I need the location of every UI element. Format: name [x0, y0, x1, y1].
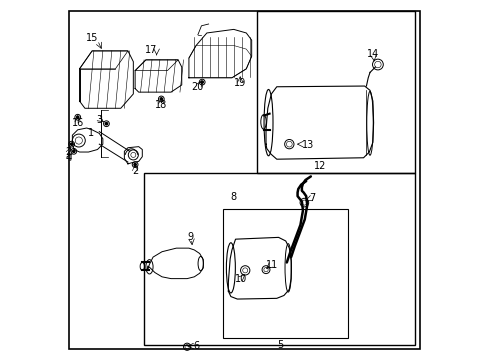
- Text: 8: 8: [230, 192, 236, 202]
- Circle shape: [105, 122, 107, 125]
- Bar: [257, 12, 414, 173]
- Bar: [223, 209, 348, 338]
- Text: 4: 4: [65, 153, 72, 163]
- Text: 14: 14: [366, 49, 378, 59]
- Text: 18: 18: [155, 100, 167, 111]
- Text: 19: 19: [234, 78, 246, 88]
- Text: 12: 12: [314, 161, 326, 171]
- Text: 1: 1: [88, 129, 94, 138]
- Text: 16: 16: [71, 118, 84, 128]
- Text: 6: 6: [193, 341, 199, 351]
- Text: 2: 2: [65, 147, 72, 157]
- Circle shape: [70, 143, 73, 145]
- Circle shape: [73, 150, 75, 152]
- Bar: [144, 173, 414, 345]
- Text: 5: 5: [277, 340, 283, 350]
- Circle shape: [201, 81, 203, 83]
- Circle shape: [77, 116, 79, 118]
- Circle shape: [134, 163, 136, 166]
- Text: 13: 13: [301, 140, 313, 150]
- Text: 3: 3: [96, 115, 102, 125]
- Text: 17: 17: [145, 45, 157, 55]
- Text: 20: 20: [191, 82, 203, 93]
- Text: 15: 15: [86, 33, 98, 43]
- Circle shape: [160, 98, 162, 100]
- Text: 11: 11: [265, 260, 277, 270]
- Text: 7: 7: [309, 193, 315, 203]
- Text: 10: 10: [234, 274, 246, 284]
- Text: 9: 9: [186, 232, 193, 242]
- Text: 2: 2: [132, 166, 138, 176]
